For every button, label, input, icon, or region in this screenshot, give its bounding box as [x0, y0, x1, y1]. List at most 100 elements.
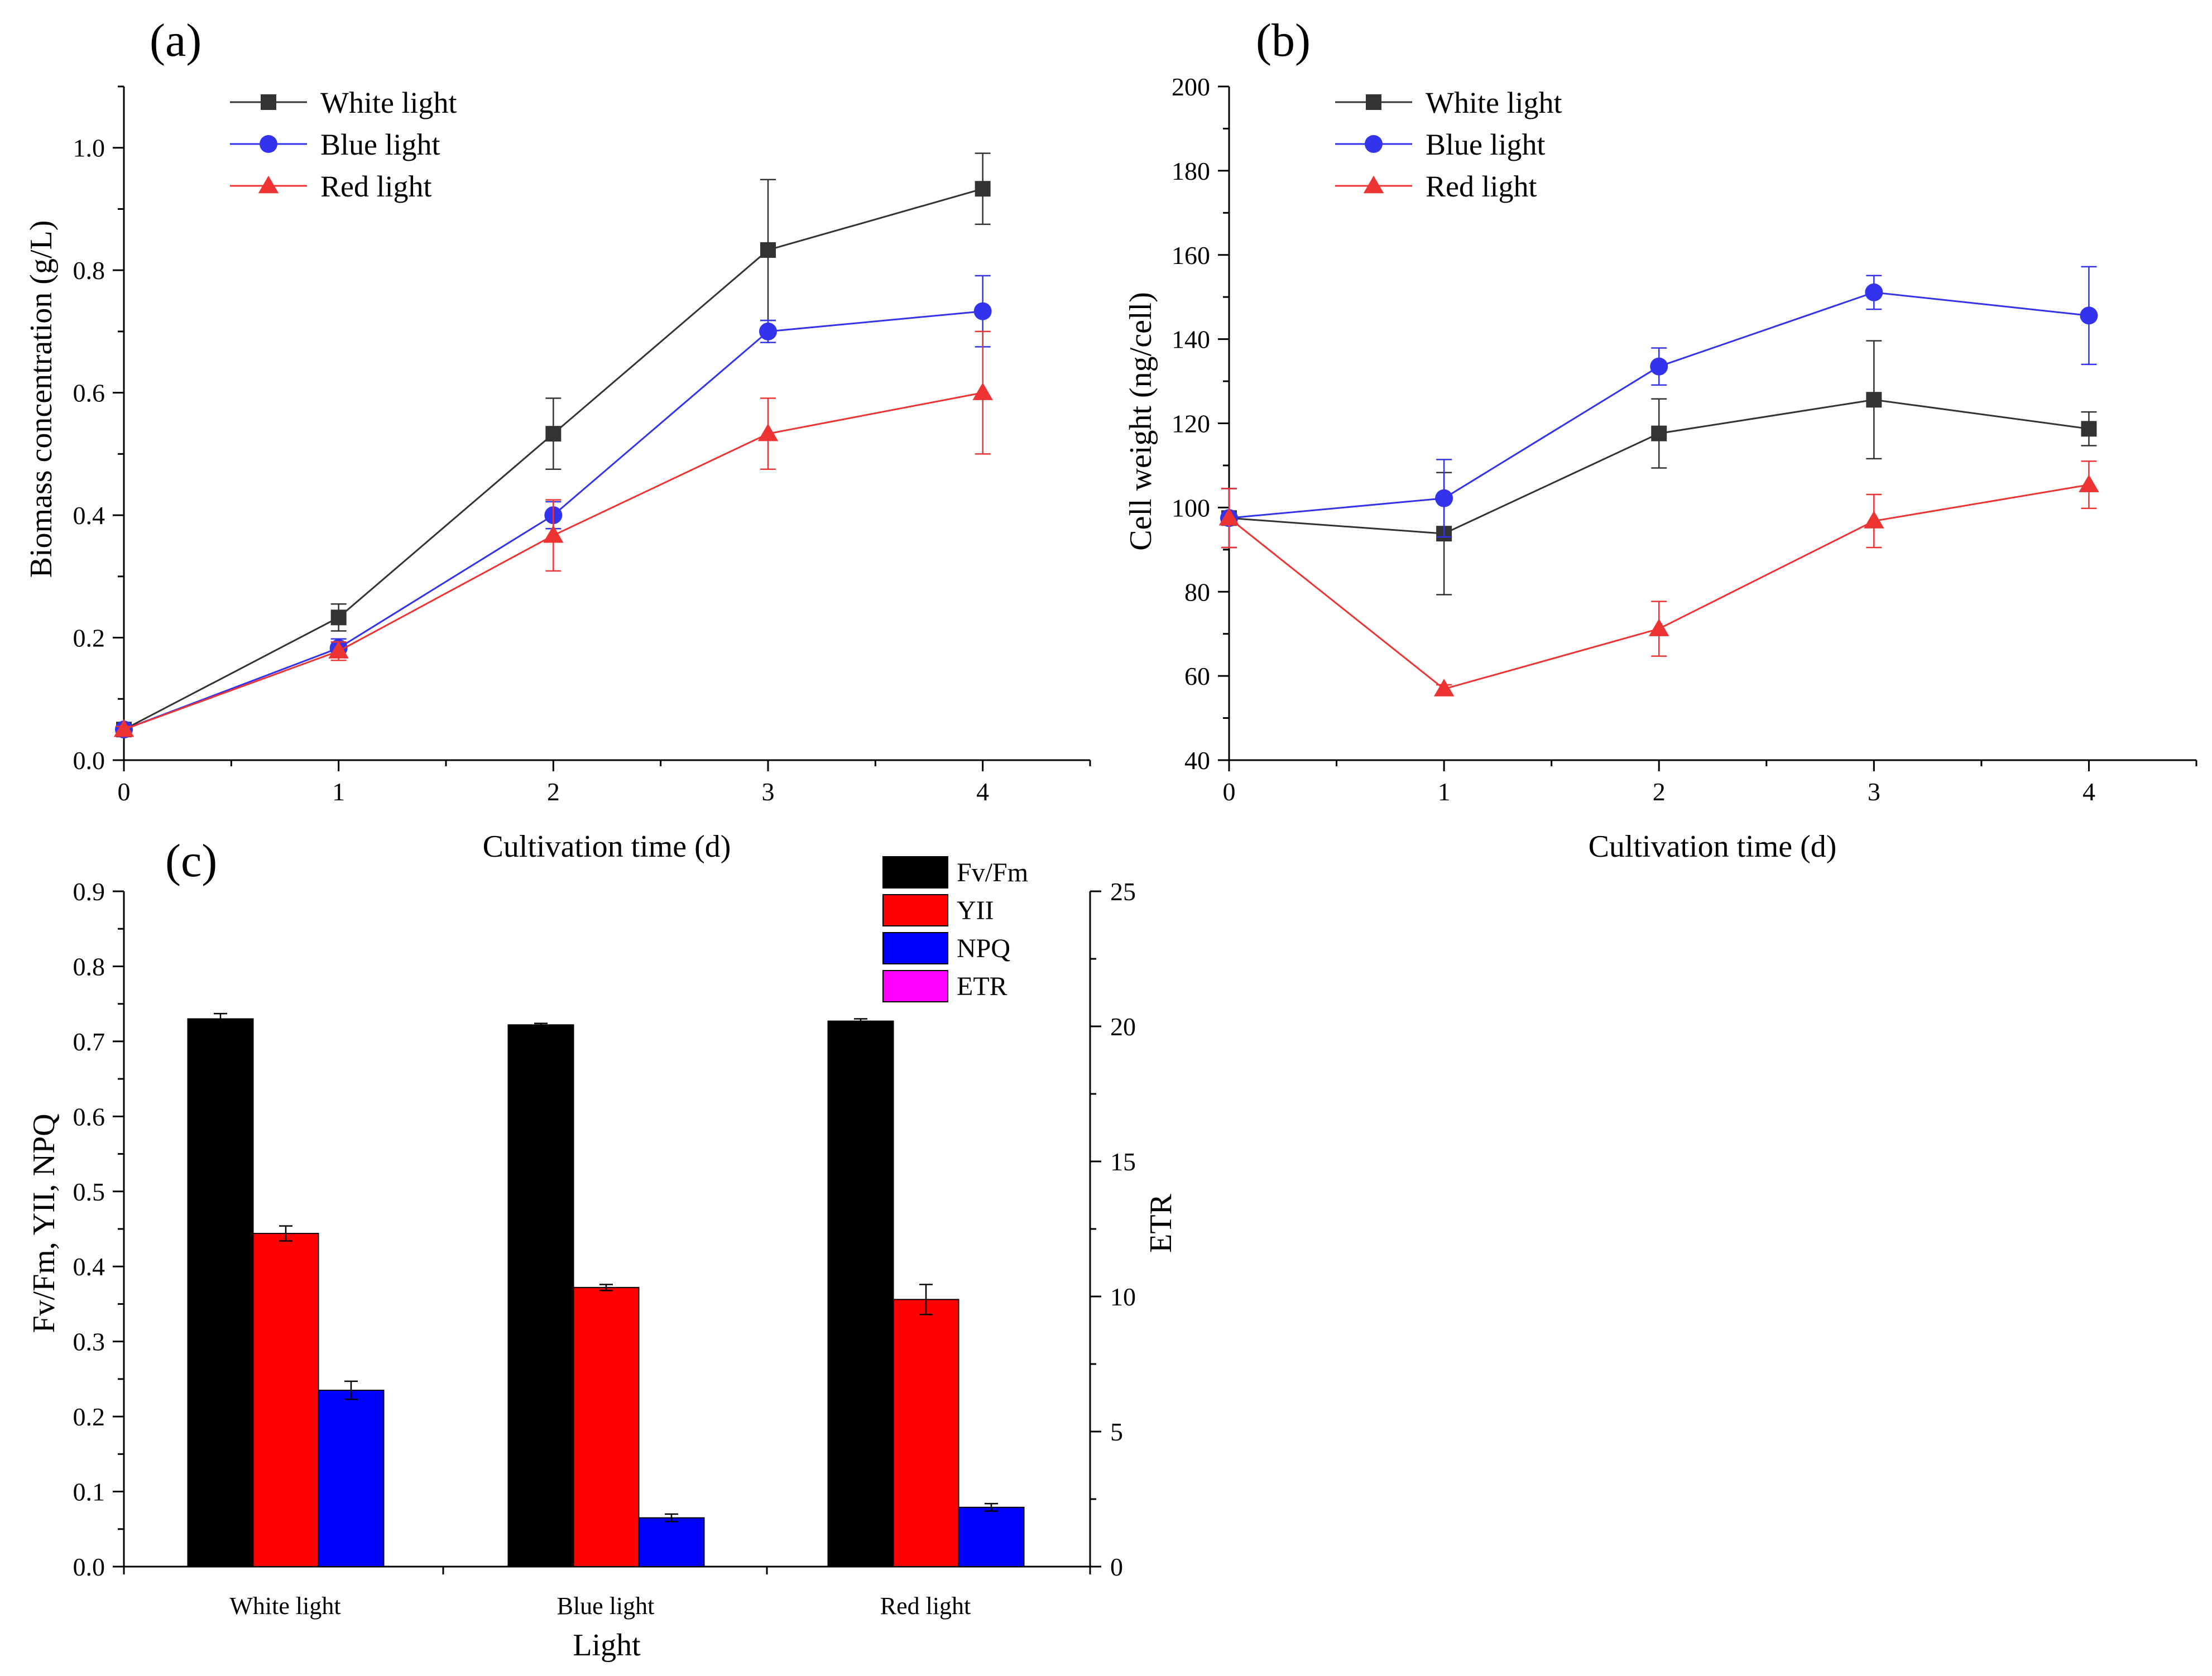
y-tick-label-c: 0.4: [73, 1252, 105, 1281]
legend-label-c: YII: [957, 896, 994, 925]
data-point-b: [2080, 306, 2098, 325]
y-tick-label-c: 0.6: [73, 1102, 105, 1131]
x-tick-label-b: 1: [1438, 777, 1451, 806]
y-tick-label-a: 1.0: [73, 134, 105, 162]
x-tick-label-a: 0: [118, 777, 131, 806]
data-point-a: [760, 242, 776, 258]
legend-label-a: Blue light: [320, 128, 440, 161]
data-point-a: [972, 382, 993, 400]
legend-label-b: Blue light: [1426, 128, 1546, 161]
y-tick-label-c: 0.5: [73, 1178, 105, 1206]
xlabel-b: Cultivation time (d): [1589, 829, 1837, 864]
data-point-a: [113, 719, 135, 737]
data-point-b: [2079, 474, 2099, 492]
x-tick-label-a: 4: [976, 777, 989, 806]
plot-a: 0 1 2 3 4 0.0 0.2 0.4 0.6 0.8 1.0: [73, 85, 1091, 806]
legend-label-b: Red light: [1426, 170, 1537, 203]
legend-label-c: Fv/Fm: [957, 858, 1028, 887]
legend-marker-b: [1365, 135, 1383, 153]
chart-b: (b) Cultivation time (d) Cell weight (ng…: [1124, 15, 2197, 864]
chart-a: (a) Cultivation time (d) Biomass concent…: [24, 15, 1091, 864]
x-tick-label-b: 0: [1223, 777, 1236, 806]
series-a-red-light: [113, 330, 993, 737]
y-tick-label-c: 0.9: [73, 877, 105, 906]
xlabel-a: Cultivation time (d): [483, 829, 731, 864]
y-tick-label-c: 0.2: [73, 1403, 105, 1431]
y-tick-label-c: 0.7: [73, 1027, 105, 1056]
plot-c: 0.0 0.1 0.2 0.3 0.4 0.5 0.6 0.7 0.8 0.9 0 5 10 15 20 25…: [73, 877, 1136, 1620]
legend-marker-a: [261, 94, 276, 110]
y-tick-label-a: 0.0: [73, 746, 105, 775]
data-point-a: [330, 609, 347, 626]
legend-b: White light Blue light Red light: [1335, 86, 1562, 203]
bar-c: [187, 1018, 254, 1567]
panel-label-c: (c): [165, 835, 217, 887]
panel-label-a: (a): [150, 15, 201, 66]
series-c-yii: [252, 1225, 959, 1568]
bar-c: [573, 1286, 640, 1568]
legend-marker-a: [260, 135, 277, 153]
x-tick-label-b: 3: [1868, 777, 1880, 806]
data-point-b: [1651, 425, 1667, 441]
x-tick-label-a: 2: [547, 777, 560, 806]
y-tick-label-right-c: 20: [1110, 1012, 1136, 1041]
legend-swatch-c: [882, 932, 948, 964]
x-tick-label-a: 1: [332, 777, 345, 806]
data-point-a: [975, 181, 991, 197]
bar-c: [252, 1233, 319, 1567]
data-point-b: [1648, 618, 1669, 636]
legend-marker-a: [258, 175, 279, 194]
x-tick-label-b: 4: [2083, 777, 2095, 806]
xlabel-c: Light: [573, 1628, 641, 1663]
y-tick-label-right-c: 10: [1110, 1283, 1136, 1311]
x-tick-label-c: White light: [229, 1592, 340, 1620]
y-tick-label-c: 0.1: [73, 1478, 105, 1506]
x-tick-label-b: 2: [1653, 777, 1666, 806]
legend-label-c: ETR: [957, 972, 1007, 1001]
legend-swatch-c: [882, 894, 948, 926]
y-tick-label-b: 60: [1184, 662, 1210, 690]
y-tick-label-right-c: 5: [1110, 1418, 1123, 1446]
y-tick-label-b: 40: [1184, 746, 1210, 775]
y-tick-label-c: 0.8: [73, 952, 105, 981]
y-tick-label-c: 0.3: [73, 1328, 105, 1356]
y-tick-label-right-c: 25: [1110, 877, 1136, 906]
legend-marker-b: [1366, 94, 1381, 110]
series-b-red-light: [1218, 460, 2099, 697]
x-tick-label-c: Red light: [880, 1592, 971, 1620]
legend-marker-b: [1363, 175, 1384, 194]
legend-label-a: Red light: [320, 170, 432, 203]
data-point-b: [1435, 489, 1453, 507]
bar-c: [893, 1299, 959, 1567]
y-tick-label-b: 180: [1172, 157, 1210, 185]
y-tick-label-b: 120: [1172, 410, 1210, 438]
data-point-a: [973, 302, 992, 320]
data-point-a: [543, 525, 564, 543]
x-tick-label-c: Blue light: [557, 1592, 655, 1620]
y-tick-label-b: 80: [1184, 578, 1210, 606]
plot-b: 0 1 2 3 4 40 60 80 100 120 140 160 180 200: [1172, 73, 2197, 806]
bar-c: [827, 1020, 894, 1567]
y-tick-label-b: 200: [1172, 73, 1210, 101]
data-point-b: [1218, 508, 1240, 526]
y-tick-label-right-c: 15: [1110, 1147, 1136, 1176]
data-point-b: [2081, 421, 2097, 437]
data-point-b: [1865, 283, 1883, 301]
bar-c: [318, 1390, 385, 1568]
legend-c: Fv/Fm YII NPQ ETR: [882, 856, 1028, 1002]
y-tick-label-right-c: 0: [1110, 1553, 1123, 1581]
legend-label-a: White light: [320, 86, 457, 119]
data-point-b: [1864, 511, 1884, 529]
ylabel-b: Cell weight (ng/cell): [1124, 292, 1158, 550]
chart-c: (c) Light Fv/Fm, YII, NPQ ETR 0.00.10.20…: [27, 835, 1178, 1663]
data-point-b: [1650, 357, 1668, 376]
x-tick-label-a: 3: [762, 777, 775, 806]
y-tick-label-b: 100: [1172, 493, 1210, 522]
ylabel-c: Fv/Fm, YII, NPQ: [27, 1113, 61, 1333]
legend-swatch-c: [882, 970, 948, 1002]
y-tick-label-b: 140: [1172, 325, 1210, 354]
legend-label-b: White light: [1426, 86, 1562, 119]
data-point-b: [1433, 679, 1455, 697]
data-point-a: [545, 426, 562, 442]
data-point-b: [1866, 392, 1882, 408]
